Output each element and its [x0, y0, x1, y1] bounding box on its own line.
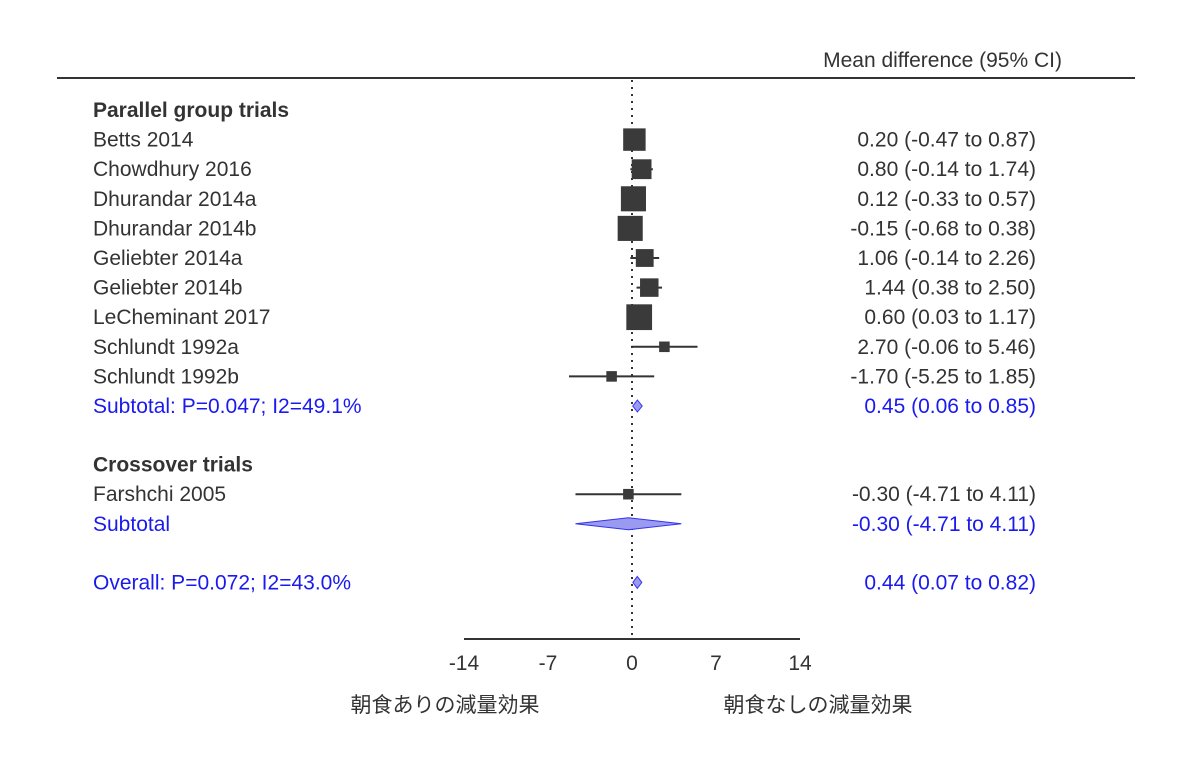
overall-diamond — [632, 575, 643, 590]
study-name: Geliebter 2014a — [93, 247, 243, 270]
subtotal-ci-text: 0.45 (0.06 to 0.85) — [864, 395, 1036, 418]
group-title: Parallel group trials — [93, 99, 289, 122]
study-marker — [631, 159, 652, 180]
right-direction-label: 朝食なしの減量効果 — [724, 693, 913, 717]
study-name: Geliebter 2014b — [93, 277, 242, 300]
study-marker — [606, 371, 617, 382]
study-name: Dhurandar 2014a — [93, 188, 257, 211]
x-tick-label: -14 — [449, 652, 480, 675]
rows-layer: Parallel group trials Betts 2014 0.20 (-0.… — [93, 99, 1036, 594]
study-marker — [623, 488, 634, 500]
study-ci-text: -0.30 (-4.71 to 4.11) — [852, 483, 1036, 506]
subtotal-label: Subtotal: P=0.047; I2=49.1% — [93, 395, 362, 418]
overall-label: Overall: P=0.072; I2=43.0% — [93, 571, 351, 594]
study-ci-text: 0.12 (-0.33 to 0.57) — [857, 188, 1036, 211]
study-name: LeCheminant 2017 — [93, 306, 270, 329]
group-title: Crossover trials — [93, 454, 253, 477]
x-axis-ticks: -14 -7 0 7 14 — [449, 652, 812, 675]
study-ci-text: -0.15 (-0.68 to 0.38) — [850, 217, 1036, 240]
left-direction-label: 朝食ありの減量効果 — [351, 693, 540, 717]
study-marker — [635, 249, 654, 267]
study-name: Chowdhury 2016 — [93, 158, 252, 181]
study-marker — [659, 341, 670, 353]
x-tick-label: 14 — [788, 652, 812, 675]
study-name: Betts 2014 — [93, 129, 194, 152]
subtotal-label: Subtotal — [93, 513, 170, 536]
study-name: Dhurandar 2014b — [93, 217, 256, 240]
study-ci-text: 1.06 (-0.14 to 2.26) — [857, 247, 1036, 270]
study-ci-text: 0.80 (-0.14 to 1.74) — [857, 158, 1036, 181]
study-ci-text: 0.20 (-0.47 to 0.87) — [857, 129, 1036, 152]
study-marker — [617, 215, 643, 241]
study-name: Schlundt 1992b — [93, 365, 239, 388]
study-ci-text: -1.70 (-5.25 to 1.85) — [850, 365, 1036, 388]
study-marker — [620, 186, 646, 212]
subtotal-ci-text: -0.30 (-4.71 to 4.11) — [852, 513, 1036, 536]
study-name: Schlundt 1992a — [93, 336, 239, 359]
x-tick-label: 7 — [710, 652, 722, 675]
x-tick-label: 0 — [626, 652, 638, 675]
ci-column-header: Mean difference (95% CI) — [823, 49, 1062, 72]
study-ci-text: 2.70 (-0.06 to 5.46) — [857, 336, 1036, 359]
subtotal-diamond — [575, 517, 682, 531]
study-name: Farshchi 2005 — [93, 483, 226, 506]
study-marker — [623, 128, 646, 151]
overall-ci-text: 0.44 (0.07 to 0.82) — [864, 571, 1036, 594]
study-ci-text: 0.60 (0.03 to 1.17) — [864, 306, 1036, 329]
study-marker — [640, 278, 659, 297]
subtotal-diamond — [632, 399, 643, 413]
x-tick-label: -7 — [539, 652, 558, 675]
study-ci-text: 1.44 (0.38 to 2.50) — [864, 277, 1036, 300]
study-marker — [626, 304, 653, 331]
